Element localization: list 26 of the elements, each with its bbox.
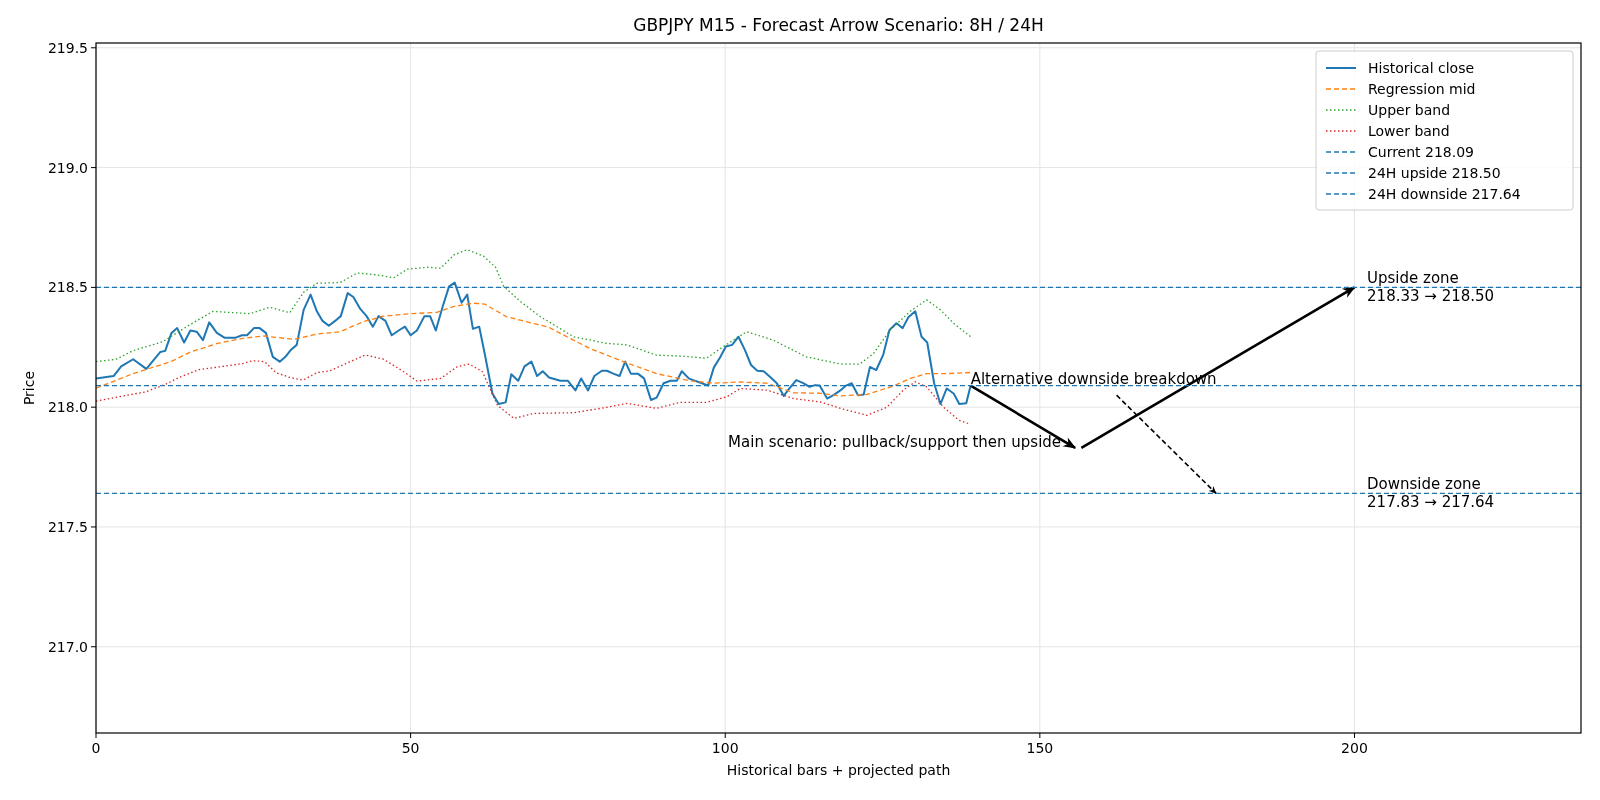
x-tick-label: 0 [91, 740, 101, 756]
y-tick-label: 217.0 [47, 638, 88, 655]
x-tick-label: 150 [1026, 740, 1054, 756]
legend-label: 24H upside 218.50 [1368, 165, 1501, 181]
y-tick-label: 218.0 [47, 399, 88, 416]
y-tick-label: 219.0 [47, 159, 88, 176]
line-series [96, 354, 971, 425]
annotation: Downside zone 217.83 → 217.64 [1367, 475, 1495, 512]
legend-label: Regression mid [1368, 81, 1476, 97]
line-series [96, 302, 973, 397]
legend-label: Upper band [1368, 102, 1451, 118]
annotation: Upside zone 218.33 → 218.50 [1367, 269, 1495, 306]
x-tick-label: 100 [711, 740, 739, 756]
legend-label: Lower band [1368, 123, 1450, 139]
legend-label: Historical close [1368, 60, 1475, 76]
y-tick-label: 219.5 [47, 39, 88, 56]
x-tick-label: 200 [1341, 740, 1368, 756]
legend-label: Current 218.09 [1368, 144, 1475, 160]
legend-label: 24H downside 217.64 [1368, 186, 1521, 202]
annotation: Main scenario: pullback/support then upside [728, 432, 1062, 451]
y-axis-title: Price [21, 370, 37, 406]
y-tick-label: 217.5 [47, 518, 88, 535]
y-tick-label: 218.5 [47, 279, 88, 296]
chart-title: GBPJPY M15 - Forecast Arrow Scenario: 8H / 24H [633, 15, 1044, 35]
x-tick-label: 50 [401, 740, 420, 756]
x-axis-title: Historical bars + projected path [726, 762, 951, 778]
